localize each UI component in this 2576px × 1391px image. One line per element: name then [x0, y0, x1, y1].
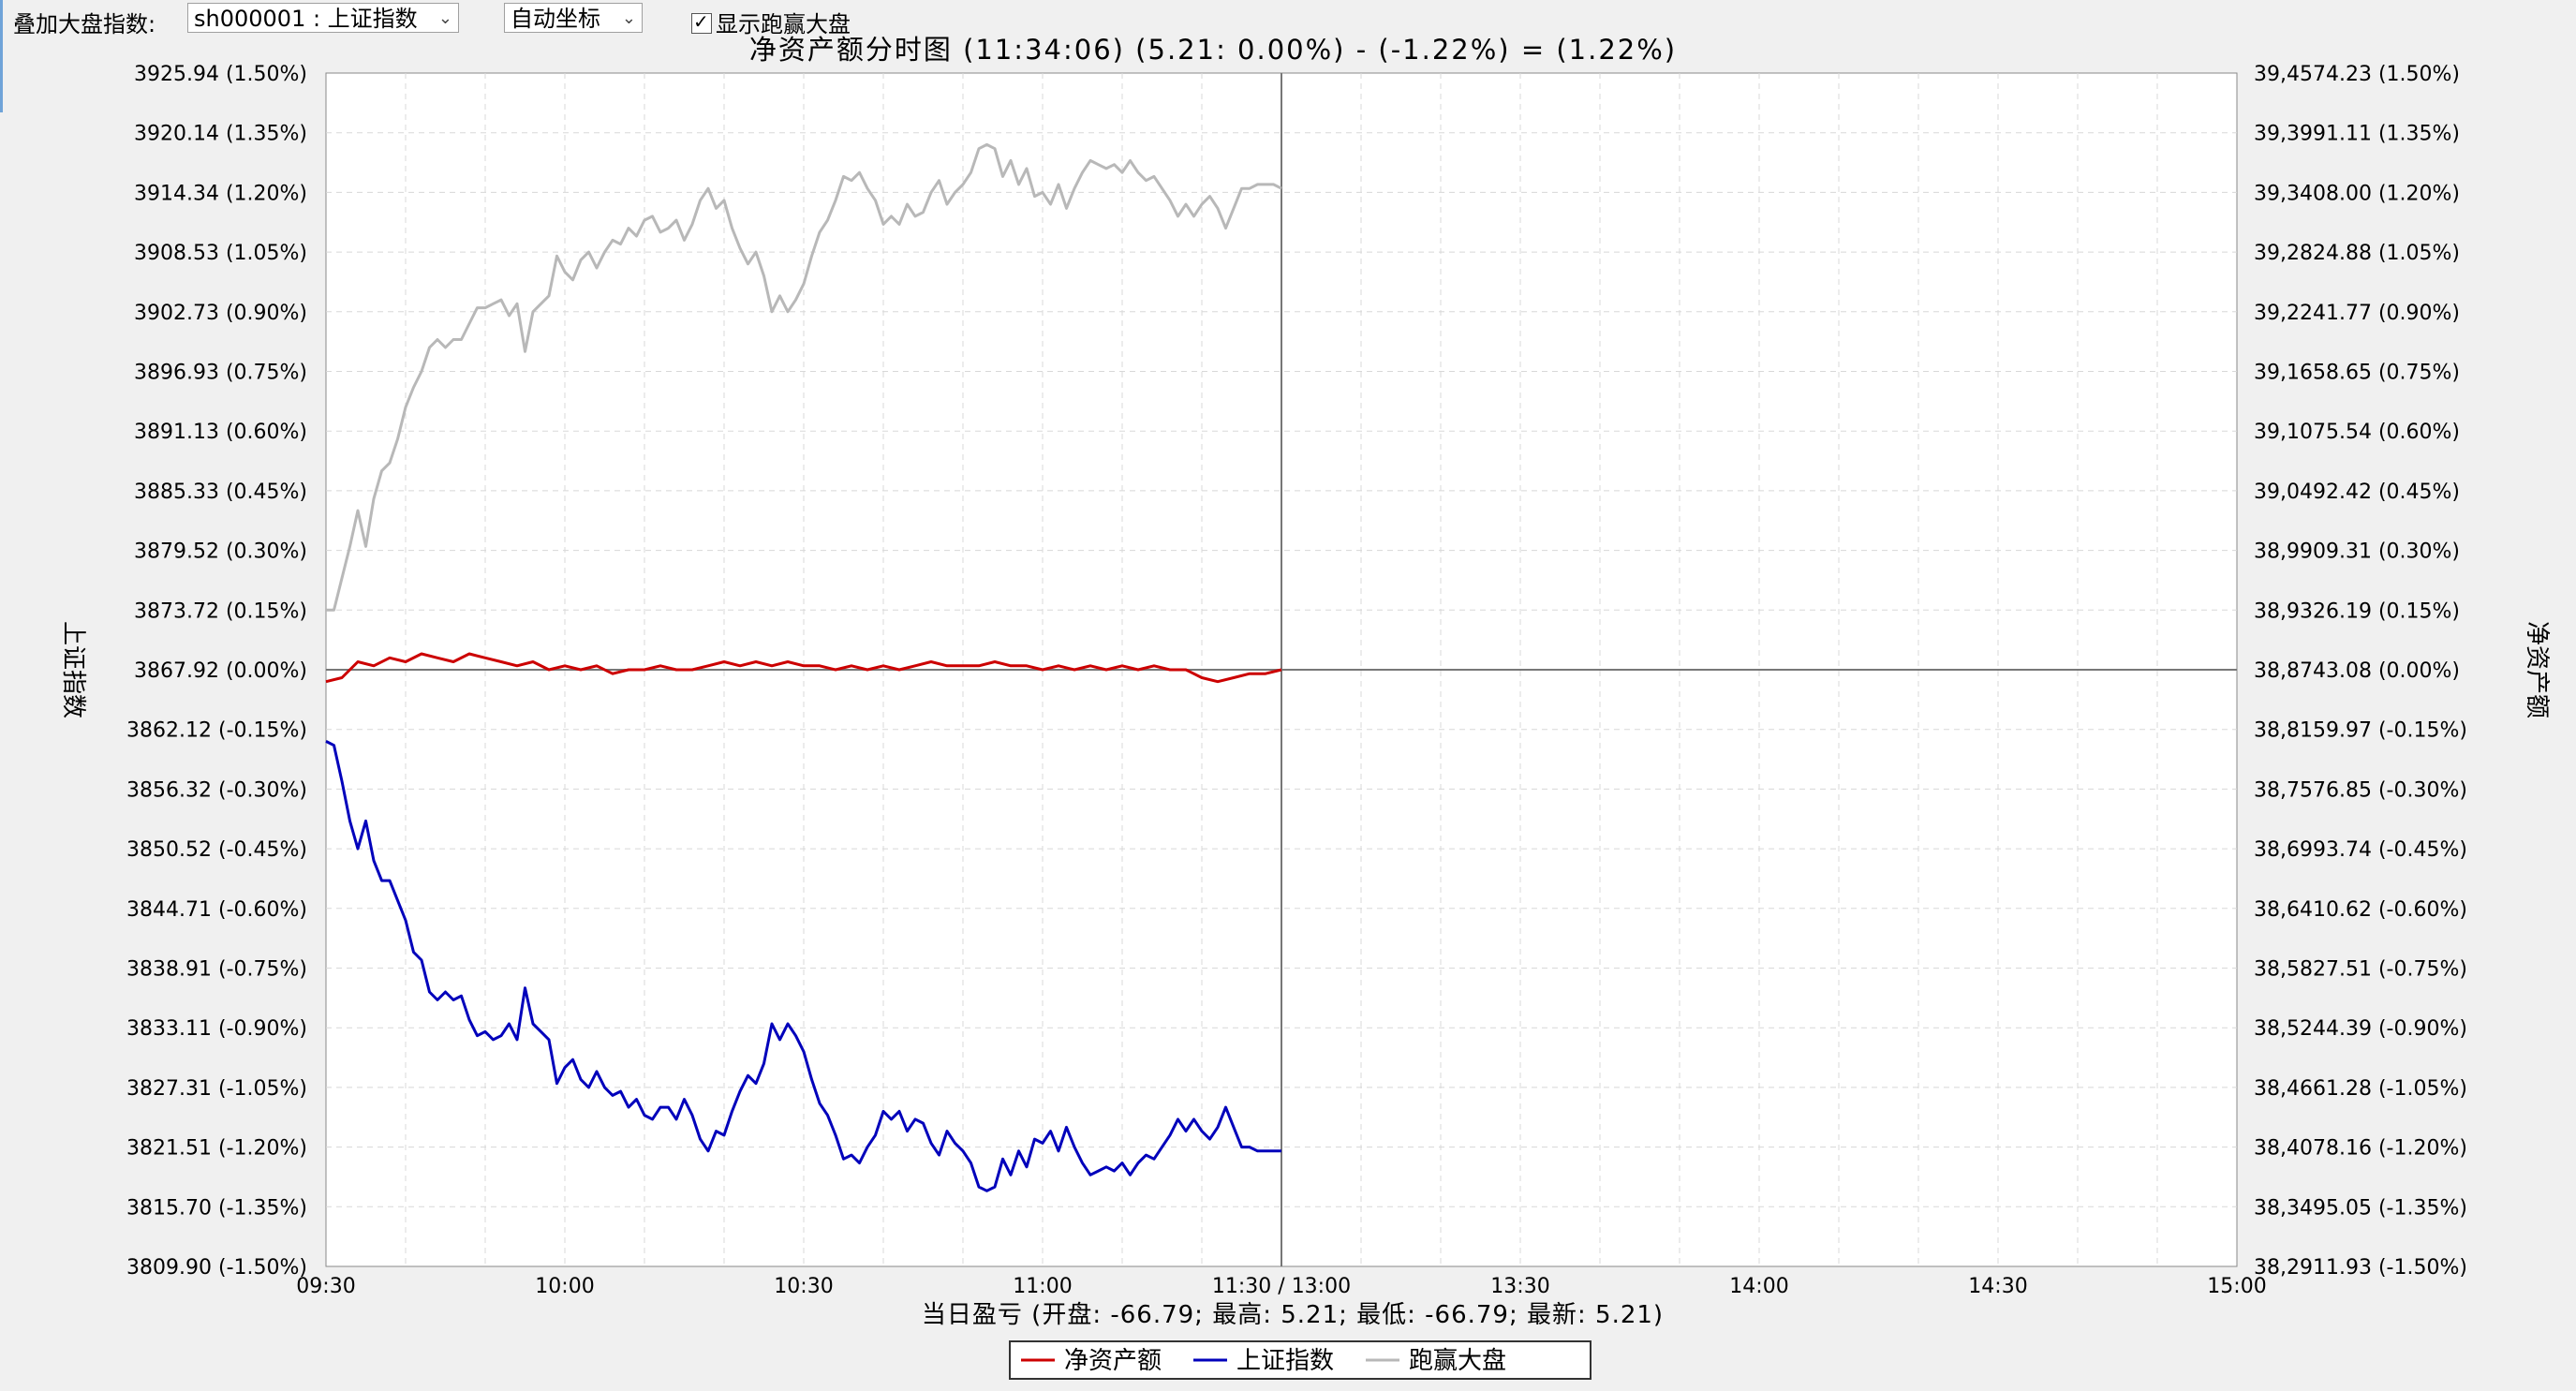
right-tick-label: 38,9326.19 (0.15%) — [2254, 599, 2460, 623]
axis-mode-select-value: 自动坐标 — [511, 6, 600, 32]
left-tick-label: 3815.70 (-1.35%) — [126, 1196, 307, 1220]
right-axis-label: 净资产额 — [2523, 621, 2551, 718]
left-tick-label: 3920.14 (1.35%) — [134, 123, 307, 146]
left-tick-label: 3925.94 (1.50%) — [134, 63, 307, 86]
left-tick-label: 3838.91 (-0.75%) — [126, 958, 307, 982]
left-tick-label: 3902.73 (0.90%) — [134, 302, 307, 325]
plot-area: 3925.94 (1.50%) 39,4574.23 (1.50%) 3920.14… — [126, 63, 2467, 1298]
left-tick-label: 3827.31 (-1.05%) — [126, 1077, 307, 1101]
x-tick-label: 11:00 — [1013, 1275, 1072, 1298]
right-tick-label: 38,9909.31 (0.30%) — [2254, 540, 2460, 564]
x-tick-label: 10:30 — [774, 1275, 833, 1298]
legend-label-index: 上证指数 — [1236, 1347, 1334, 1375]
left-axis-label: 上证指数 — [59, 621, 87, 718]
right-tick-label: 38,5827.51 (-0.75%) — [2254, 958, 2467, 982]
x-tick-label: 14:00 — [1729, 1275, 1788, 1298]
right-tick-label: 39,3408.00 (1.20%) — [2254, 182, 2460, 205]
left-tick-label: 3867.92 (0.00%) — [134, 659, 307, 683]
index-select[interactable]: sh000001 : 上证指数 ⌄ — [187, 3, 459, 33]
chart-title: 净资产额分时图 (11:34:06) (5.21: 0.00%) - (-1.2… — [749, 34, 1677, 66]
legend-label-nav: 净资产额 — [1064, 1347, 1162, 1375]
right-tick-label: 39,1075.54 (0.60%) — [2254, 421, 2460, 444]
show-outperform-checkbox[interactable]: 显示跑赢大盘 — [691, 6, 851, 38]
left-tick-label: 3914.34 (1.20%) — [134, 182, 307, 205]
right-tick-label: 38,7576.85 (-0.30%) — [2254, 778, 2467, 802]
daily-pnl-summary: 当日盈亏 (开盘: -66.79; 最高: 5.21; 最低: -66.79; … — [922, 1301, 1664, 1329]
right-tick-label: 39,1658.65 (0.75%) — [2254, 362, 2460, 385]
left-tick-label: 3833.11 (-0.90%) — [126, 1017, 307, 1041]
right-tick-label: 38,3495.05 (-1.35%) — [2254, 1196, 2467, 1220]
right-tick-label: 38,2911.93 (-1.50%) — [2254, 1256, 2467, 1280]
right-tick-label: 39,4574.23 (1.50%) — [2254, 63, 2460, 86]
left-tick-label: 3896.93 (0.75%) — [134, 362, 307, 385]
axis-mode-select[interactable]: 自动坐标 ⌄ — [504, 3, 643, 33]
toolbar: 叠加大盘指数: sh000001 : 上证指数 ⌄ 自动坐标 ⌄ 显示跑赢大盘 — [0, 0, 2576, 38]
right-tick-label: 38,4078.16 (-1.20%) — [2254, 1137, 2467, 1161]
right-tick-label: 39,0492.42 (0.45%) — [2254, 481, 2460, 504]
right-tick-label: 38,4661.28 (-1.05%) — [2254, 1077, 2467, 1101]
series-line-index — [325, 740, 1281, 1192]
right-tick-label: 38,8159.97 (-0.15%) — [2254, 719, 2467, 743]
left-tick-label: 3908.53 (1.05%) — [134, 242, 307, 265]
checkbox-checked-icon — [691, 10, 712, 34]
x-tick-label: 09:30 — [296, 1275, 355, 1298]
right-tick-label: 38,5244.39 (-0.90%) — [2254, 1017, 2467, 1041]
window-edge — [0, 0, 3, 112]
index-select-value: sh000001 : 上证指数 — [194, 6, 418, 32]
series-line-outperform — [326, 142, 1282, 612]
chevron-down-icon: ⌄ — [621, 8, 636, 28]
x-tick-label: 10:00 — [535, 1275, 594, 1298]
left-tick-label: 3844.71 (-0.60%) — [126, 898, 307, 922]
right-tick-label: 39,3991.11 (1.35%) — [2254, 123, 2460, 146]
x-tick-label: 11:30 / 13:00 — [1212, 1275, 1351, 1298]
left-tick-label: 3879.52 (0.30%) — [134, 540, 307, 564]
right-tick-label: 38,8743.08 (0.00%) — [2254, 659, 2460, 683]
legend-box — [1009, 1340, 1591, 1380]
left-tick-label: 3862.12 (-0.15%) — [126, 719, 307, 743]
left-tick-label: 3809.90 (-1.50%) — [126, 1256, 307, 1280]
left-tick-label: 3891.13 (0.60%) — [134, 421, 307, 444]
right-tick-label: 39,2241.77 (0.90%) — [2254, 302, 2460, 325]
left-tick-label: 3856.32 (-0.30%) — [126, 778, 307, 802]
series-line-nav — [325, 652, 1282, 684]
legend: 净资产额 上证指数 跑赢大盘 — [1009, 1340, 1591, 1380]
legend-label-outperform: 跑赢大盘 — [1409, 1347, 1506, 1375]
left-tick-label: 3873.72 (0.15%) — [134, 599, 307, 623]
right-tick-label: 38,6993.74 (-0.45%) — [2254, 838, 2467, 862]
right-tick-label: 39,2824.88 (1.05%) — [2254, 242, 2460, 265]
left-tick-label: 3821.51 (-1.20%) — [126, 1137, 307, 1161]
left-tick-label: 3885.33 (0.45%) — [134, 481, 307, 504]
x-tick-label: 14:30 — [1968, 1275, 2027, 1298]
show-outperform-label: 显示跑赢大盘 — [716, 11, 851, 37]
right-tick-label: 38,6410.62 (-0.60%) — [2254, 898, 2467, 922]
overlay-index-label: 叠加大盘指数: — [13, 11, 156, 37]
chevron-down-icon: ⌄ — [437, 8, 452, 28]
x-tick-label: 15:00 — [2207, 1275, 2266, 1298]
x-tick-label: 13:30 — [1490, 1275, 1549, 1298]
left-tick-label: 3850.52 (-0.45%) — [126, 838, 307, 862]
